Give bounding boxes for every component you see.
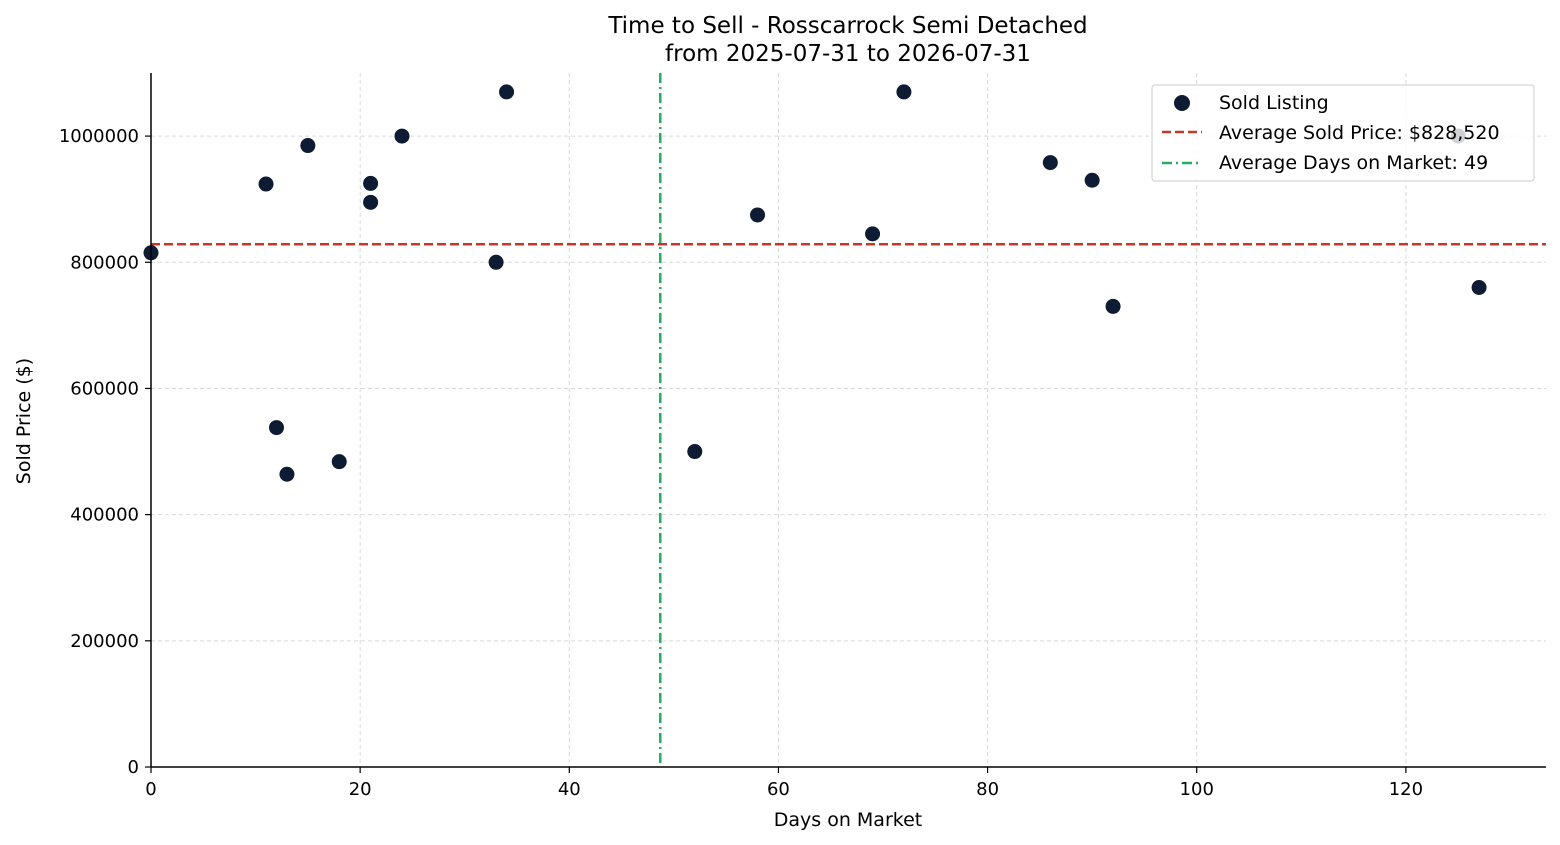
y-tick-label: 0 xyxy=(128,757,139,778)
chart-subtitle: from 2025-07-31 to 2026-07-31 xyxy=(665,41,1031,67)
y-tick-label: 400000 xyxy=(70,505,139,526)
data-point xyxy=(363,175,379,191)
x-tick-label: 60 xyxy=(767,779,790,800)
data-point xyxy=(1084,172,1100,188)
x-tick-label: 0 xyxy=(145,779,156,800)
x-tick-label: 120 xyxy=(1389,779,1423,800)
data-point xyxy=(268,420,284,436)
y-tick-label: 800000 xyxy=(70,252,139,273)
data-point xyxy=(488,254,504,270)
y-tick-label: 1000000 xyxy=(59,126,139,147)
data-point xyxy=(687,444,703,460)
legend-label-avg-price: Average Sold Price: $828,520 xyxy=(1219,122,1500,144)
chart-title: Time to Sell - Rosscarrock Semi Detached xyxy=(607,13,1087,39)
data-point xyxy=(499,84,515,100)
data-point xyxy=(1042,155,1058,171)
data-point xyxy=(363,194,379,210)
y-tick-label: 600000 xyxy=(70,378,139,399)
axes xyxy=(150,73,1546,768)
reference-lines xyxy=(151,73,1546,767)
data-point xyxy=(750,207,766,223)
x-tick-label: 100 xyxy=(1180,779,1214,800)
data-point xyxy=(394,128,410,144)
legend-label-avg-days: Average Days on Market: 49 xyxy=(1219,152,1488,174)
x-tick-label: 40 xyxy=(558,779,581,800)
data-point xyxy=(258,176,274,192)
legend-label-sold-listing: Sold Listing xyxy=(1219,92,1329,114)
legend-box xyxy=(1151,84,1535,182)
data-point xyxy=(331,454,347,470)
data-point xyxy=(300,138,316,154)
legend: Sold Listing Average Sold Price: $828,52… xyxy=(1151,84,1535,182)
data-point xyxy=(865,226,881,242)
x-tick-label: 20 xyxy=(349,779,372,800)
y-axis-label: Sold Price ($) xyxy=(13,358,35,484)
x-tick-label: 80 xyxy=(976,779,999,800)
x-axis-label: Days on Market xyxy=(774,809,922,831)
y-tick-label: 200000 xyxy=(70,631,139,652)
data-point xyxy=(279,466,295,482)
data-point xyxy=(896,84,912,100)
data-points xyxy=(143,84,1487,482)
ticks: 0 20 40 60 80 100 120 0 200000 400000 600000 800000… xyxy=(59,126,1423,800)
data-point xyxy=(1105,298,1121,314)
data-point xyxy=(1471,280,1487,296)
legend-marker-sold-listing xyxy=(1174,95,1190,111)
